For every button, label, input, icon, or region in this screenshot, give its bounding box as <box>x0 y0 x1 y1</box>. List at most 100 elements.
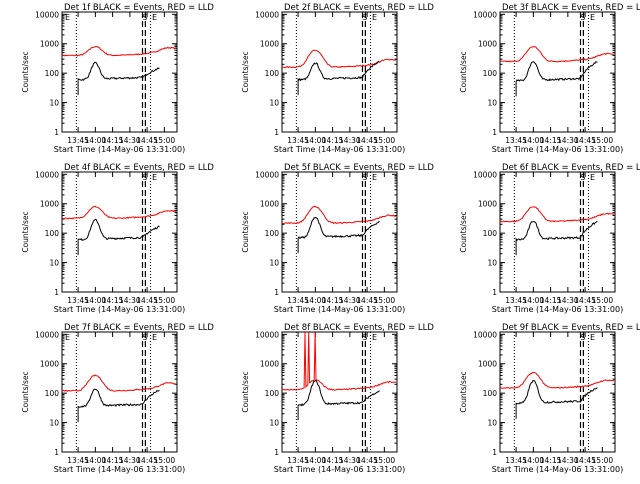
y-tick-label: 1000 <box>478 40 497 49</box>
panel-det-9: Det 9f BLACK = Events, RED = LLD 1 10 100 10… <box>459 323 640 474</box>
y-tick-label: 1 <box>54 288 59 297</box>
series-lld <box>281 49 397 69</box>
panel-title: Det 2f BLACK = Events, RED = LLD <box>284 3 434 13</box>
panel-title: Det 3f BLACK = Events, RED = LLD <box>502 3 640 13</box>
x-tick-label: 13:45 <box>287 296 309 305</box>
y-tick-label: 100 <box>265 229 280 238</box>
x-tick-label: 14:00 <box>523 136 545 145</box>
y-tick-label: 100 <box>483 229 498 238</box>
y-tick-label: 1 <box>54 128 59 137</box>
top-marker-label: S <box>362 173 367 182</box>
x-tick-label: 15:00 <box>592 296 614 305</box>
x-tick-label: 14:15 <box>540 296 562 305</box>
series-lld <box>499 372 615 390</box>
top-marker-label: S <box>580 13 585 22</box>
series-lld <box>281 205 397 225</box>
panel-det-4: Det 4f BLACK = Events, RED = LLD 1 10 100 10… <box>21 163 214 314</box>
x-tick-label: 14:30 <box>557 456 579 465</box>
x-tick-label: 14:00 <box>85 296 107 305</box>
y-axis-label: Counts/sec <box>241 371 250 412</box>
y-tick-label: 10000 <box>35 10 59 19</box>
x-tick-label: 14:30 <box>339 296 361 305</box>
x-axis-label: Start Time (14-May-06 13:31:00) <box>274 145 405 154</box>
x-tick-label: 14:00 <box>305 296 327 305</box>
y-tick-label: 100 <box>45 229 60 238</box>
plot-frame <box>499 171 616 293</box>
panel-title: Det 6f BLACK = Events, RED = LLD <box>502 163 640 173</box>
panel-title: Det 5f BLACK = Events, RED = LLD <box>284 163 434 173</box>
y-tick-label: 1000 <box>478 360 497 369</box>
x-tick-label: 13:45 <box>67 456 89 465</box>
y-tick-label: 10000 <box>35 330 59 339</box>
y-tick-label: 1000 <box>478 200 497 209</box>
top-marker-label: E <box>152 173 157 182</box>
x-tick-label: 14:15 <box>102 456 124 465</box>
top-marker-label: S <box>362 13 367 22</box>
y-axis-label: Counts/sec <box>459 371 468 412</box>
x-tick-label: 14:45 <box>356 296 378 305</box>
y-tick-label: 10 <box>49 99 59 108</box>
y-tick-label: 10000 <box>473 330 497 339</box>
x-axis-label: Start Time (14-May-06 13:31:00) <box>492 305 623 314</box>
series-lld <box>499 46 615 63</box>
y-tick-label: 10000 <box>255 330 279 339</box>
x-axis-label: Start Time (14-May-06 13:31:00) <box>274 305 405 314</box>
series-events <box>515 379 598 419</box>
top-marker-label: S <box>362 333 367 342</box>
top-marker-label: E <box>372 173 377 182</box>
x-tick-label: 15:00 <box>154 456 176 465</box>
y-tick-label: 1 <box>492 448 497 457</box>
x-axis-label: Start Time (14-May-06 13:31:00) <box>492 465 623 474</box>
x-tick-label: 14:45 <box>136 296 158 305</box>
plot-frame <box>61 11 178 133</box>
panel-title: Det 1f BLACK = Events, RED = LLD <box>64 3 214 13</box>
panel-det-8: Det 8f BLACK = Events, RED = LLD 1 10 100 10… <box>241 323 434 474</box>
x-tick-label: 14:30 <box>557 296 579 305</box>
x-tick-label: 14:30 <box>119 456 141 465</box>
x-tick-label: 13:45 <box>287 456 309 465</box>
x-tick-label: 14:45 <box>136 456 158 465</box>
y-axis-label: Counts/sec <box>21 371 30 412</box>
top-marker-label: S <box>142 173 147 182</box>
series-lld <box>61 374 177 392</box>
x-tick-label: 14:00 <box>85 136 107 145</box>
x-axis-label: Start Time (14-May-06 13:31:00) <box>54 465 185 474</box>
panel-det-6: Det 6f BLACK = Events, RED = LLD 1 10 100 10… <box>459 163 640 314</box>
plot-frame <box>61 331 178 453</box>
y-tick-label: 10 <box>49 259 59 268</box>
series-lld <box>62 205 177 220</box>
top-marker-label: S <box>580 173 585 182</box>
y-tick-label: 10000 <box>35 170 59 179</box>
x-tick-label: 14:15 <box>322 456 344 465</box>
y-tick-label: 100 <box>45 69 60 78</box>
x-tick-label: 14:15 <box>322 136 344 145</box>
x-tick-label: 14:15 <box>540 456 562 465</box>
x-tick-label: 14:45 <box>574 296 596 305</box>
y-tick-label: 1000 <box>40 360 59 369</box>
series-events <box>77 218 160 256</box>
y-axis-label: Counts/sec <box>459 211 468 252</box>
x-tick-label: 13:45 <box>505 136 527 145</box>
x-tick-label: 14:45 <box>356 456 378 465</box>
y-tick-label: 100 <box>45 389 60 398</box>
y-tick-label: 10 <box>487 259 497 268</box>
panel-title: Det 7f BLACK = Events, RED = LLD <box>64 323 214 333</box>
x-tick-label: 14:00 <box>85 456 107 465</box>
series-events <box>515 220 598 256</box>
top-marker-label: S <box>142 333 147 342</box>
panel-det-5: Det 5f BLACK = Events, RED = LLD 1 10 100 10… <box>241 163 434 314</box>
y-tick-label: 1 <box>274 128 279 137</box>
x-tick-label: 15:00 <box>374 456 396 465</box>
x-tick-label: 13:45 <box>287 136 309 145</box>
y-tick-label: 1000 <box>40 40 59 49</box>
x-tick-label: 14:45 <box>574 456 596 465</box>
x-tick-label: 14:00 <box>305 456 327 465</box>
x-axis-label: Start Time (14-May-06 13:31:00) <box>274 465 405 474</box>
y-tick-label: 1 <box>274 448 279 457</box>
y-tick-label: 100 <box>483 389 498 398</box>
x-tick-label: 14:00 <box>305 136 327 145</box>
x-tick-label: 13:45 <box>505 456 527 465</box>
x-tick-label: 14:45 <box>356 136 378 145</box>
x-tick-label: 15:00 <box>592 136 614 145</box>
